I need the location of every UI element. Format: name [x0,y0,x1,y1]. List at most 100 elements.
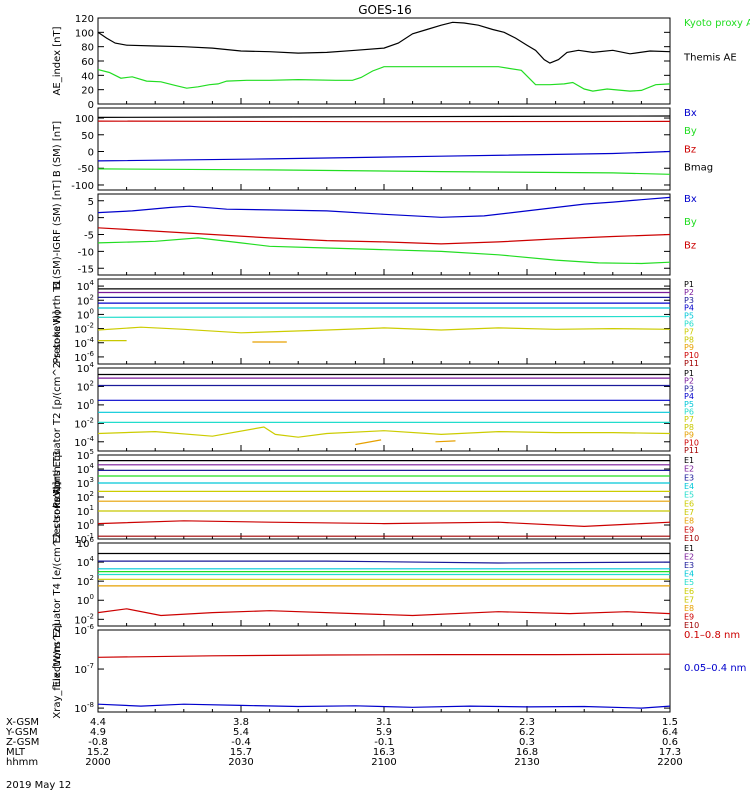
panel-frame [97,367,671,452]
y-tick-label: 100 [77,593,94,607]
series-line-Themis AE [97,21,671,64]
y-tick-label: 20 [81,86,94,97]
orbit-cell: 4.4 [90,717,106,728]
legend-entry: E1 [684,456,694,465]
y-tick-label: -10 [78,247,94,258]
series-line-P7 [97,326,671,334]
legend-entry: P9 [684,343,694,352]
legend-entry: P3 [684,296,694,305]
y-axis-label: B (SM)-IGRF (SM) [nT] [52,180,63,289]
legend-entry: P2 [684,288,694,297]
y-tick-label: -5 [84,231,94,242]
orbit-cell: 16.3 [373,747,395,758]
orbit-row-label: Y-GSM [5,727,38,738]
series-line-Bx [97,150,671,162]
legend-entry: E2 [684,553,694,562]
y-axis-label: B (SM) [nT] [52,121,63,177]
y-tick-label: 10-7 [74,662,94,676]
orbit-cell: 2000 [85,757,110,768]
orbit-row-label: X-GSM [6,717,39,728]
series-line-Bz [97,120,671,123]
orbit-cell: 6.4 [662,727,678,738]
y-tick-label: 104 [77,361,95,375]
legend-entry: P6 [684,408,694,417]
legend-entry: P8 [684,335,694,344]
plot-title: GOES-16 [358,3,412,17]
legend-entry: P10 [684,438,699,447]
legend-entry: E1 [684,544,694,553]
legend-entry: E5 [684,578,694,587]
legend-entry: P1 [684,280,694,289]
series-line-Kyoto proxy AE [97,66,671,92]
orbit-cell: 3.8 [233,717,249,728]
series-line-Bx [97,196,671,218]
orbit-cell: 2100 [371,757,396,768]
panel-frame [97,278,671,365]
y-tick-label: 80 [81,43,94,54]
y-tick-label: 100 [77,307,94,321]
y-tick-label: 100 [75,114,94,125]
legend-entry: P4 [684,304,694,313]
orbit-cell: 6.2 [519,727,535,738]
y-axis-label: Xray_flux [W/m^2] [52,623,63,718]
series-line-E2 [98,560,671,564]
panels: 0 20 40 60 80 100 120 AE_index [nT] Kyoto proxy … [52,14,750,719]
orbit-row-label: Z-GSM [6,737,39,748]
y-tick-label: 60 [81,57,94,68]
y-tick-label: 104 [77,555,95,569]
series-line-E8 [97,608,671,617]
orbit-cell: 0.3 [519,737,535,748]
y-tick-label: 0 [88,214,94,225]
legend-entry: E7 [684,508,694,517]
orbit-cell: 0.6 [662,737,678,748]
legend-entry: E4 [684,482,694,491]
y-tick-label: 100 [77,518,94,532]
orbit-cell: 2200 [657,757,682,768]
orbit-cell: -0.1 [374,737,394,748]
legend-entry: P1 [684,369,694,378]
legend-entry: By [684,217,697,228]
y-tick-label: 10-4 [74,336,94,350]
chart-panel-1: 0 20 40 60 80 100 120 AE_index [nT] Kyoto proxy … [52,14,750,111]
legend-entry: P7 [684,327,694,336]
legend-entry: P9 [684,431,694,440]
legend-entry: P3 [684,384,694,393]
y-tick-label: -50 [78,164,94,175]
y-axis-label: AE_index [nT] [52,26,63,95]
y-tick-label: 100 [77,398,94,412]
y-tick-label: 10-4 [74,435,94,449]
y-tick-label: 104 [77,279,95,293]
y-tick-label: -100 [71,181,94,192]
legend-entry: Bx [684,108,697,119]
legend-entry: P5 [684,400,694,409]
orbit-cell: 2030 [228,757,253,768]
legend-entry: By [684,126,697,137]
series-line-P9 [435,440,456,443]
y-tick-label: 102 [77,490,94,504]
series-line-Bmag [97,115,671,118]
y-tick-label: 102 [77,379,94,393]
y-axis-label: Protons Equator T2 [p/(cm^2-s-sr-keV)] [52,311,63,508]
legend-entry: P4 [684,392,694,401]
y-tick-label: 102 [77,293,94,307]
legend-entry: P11 [684,446,699,455]
y-tick-label: 0 [88,100,94,111]
orbit-cell: 2130 [514,757,539,768]
legend-entry: Themis AE [683,52,737,63]
orbit-cell: 15.7 [230,747,252,758]
legend-entry: Bz [684,144,696,155]
orbit-row-label: MLT [6,747,26,758]
legend-entry: E5 [684,491,694,500]
orbit-cell: -0.8 [88,737,108,748]
legend-entry: E9 [684,612,694,621]
y-tick-label: 0 [88,148,94,159]
y-axis-label: Electrons Equator T4 [e/(cm^2-s-sr-keV)] [52,482,63,688]
legend-entry: P7 [684,415,694,424]
legend-entry: Kyoto proxy AE [684,18,750,29]
legend-entry: P2 [684,377,694,386]
orbit-row-label: hhmm [6,757,38,768]
series-line-0.1–0.8 nm [97,653,671,658]
